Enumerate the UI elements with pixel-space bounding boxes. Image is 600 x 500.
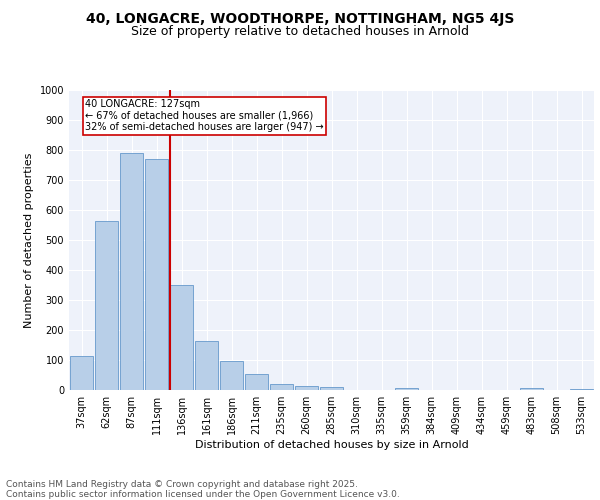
Bar	[245, 374, 268, 390]
Bar	[95, 221, 118, 390]
Text: Contains HM Land Registry data © Crown copyright and database right 2025.
Contai: Contains HM Land Registry data © Crown c…	[6, 480, 400, 499]
Bar	[570, 389, 593, 390]
Bar	[120, 153, 143, 390]
Bar	[270, 384, 293, 390]
Text: Size of property relative to detached houses in Arnold: Size of property relative to detached ho…	[131, 25, 469, 38]
Text: 40, LONGACRE, WOODTHORPE, NOTTINGHAM, NG5 4JS: 40, LONGACRE, WOODTHORPE, NOTTINGHAM, NG…	[86, 12, 514, 26]
Bar	[220, 361, 243, 390]
Bar	[395, 388, 418, 390]
Bar	[70, 356, 93, 390]
X-axis label: Distribution of detached houses by size in Arnold: Distribution of detached houses by size …	[194, 440, 469, 450]
Y-axis label: Number of detached properties: Number of detached properties	[24, 152, 34, 328]
Bar	[520, 388, 543, 390]
Bar	[195, 340, 218, 390]
Bar	[320, 387, 343, 390]
Bar	[295, 386, 318, 390]
Bar	[170, 285, 193, 390]
Text: 40 LONGACRE: 127sqm
← 67% of detached houses are smaller (1,966)
32% of semi-det: 40 LONGACRE: 127sqm ← 67% of detached ho…	[85, 99, 324, 132]
Bar	[145, 159, 168, 390]
